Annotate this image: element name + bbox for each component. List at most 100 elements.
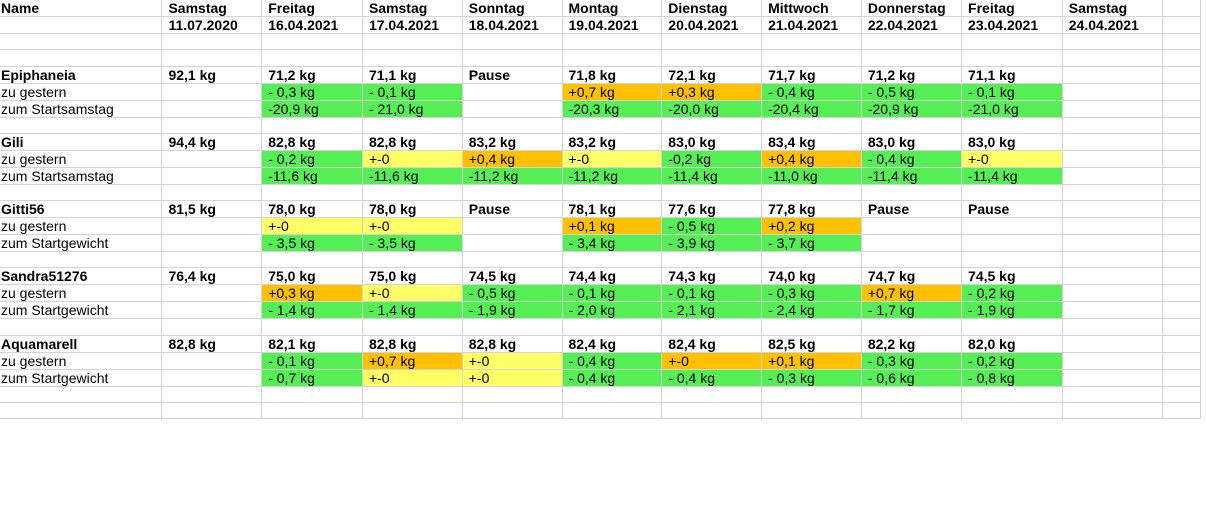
header-day[interactable]: Mittwoch	[761, 0, 862, 17]
diff-cell[interactable]	[161, 351, 263, 370]
header-day[interactable]: Freitag	[961, 0, 1063, 17]
weight-cell[interactable]: 75,0 kg	[261, 267, 363, 286]
diff-cell[interactable]: +0,1 kg	[561, 217, 663, 236]
header-date[interactable]: 16.04.2021	[261, 16, 363, 34]
empty-cell[interactable]	[661, 183, 763, 202]
total-label[interactable]: zum Startsamstag	[0, 99, 163, 118]
empty-cell[interactable]	[1061, 251, 1163, 269]
total-cell[interactable]: -20,9 kg	[261, 99, 363, 118]
total-cell[interactable]: -20,4 kg	[761, 99, 862, 118]
total-cell[interactable]: -11,6 kg	[261, 166, 363, 185]
empty-cell[interactable]	[361, 116, 463, 134]
empty-cell[interactable]	[661, 251, 763, 269]
diff-cell[interactable]: +0,3 kg	[661, 82, 763, 101]
header-date[interactable]: 17.04.2021	[361, 16, 463, 34]
empty-cell[interactable]	[461, 251, 563, 269]
empty-cell[interactable]	[961, 49, 1063, 67]
total-cell[interactable]: - 21,0 kg	[361, 99, 463, 118]
empty-cell[interactable]	[1061, 183, 1163, 202]
diff-cell[interactable]: - 0,4 kg	[761, 82, 862, 101]
participant-name[interactable]: Sandra51276	[0, 267, 163, 286]
diff-cell[interactable]	[1061, 149, 1163, 168]
diff-cell[interactable]: +-0	[261, 217, 363, 236]
empty-cell[interactable]	[161, 402, 263, 420]
total-cell[interactable]: -11,0 kg	[761, 166, 862, 185]
header-day[interactable]: Samstag	[161, 0, 263, 17]
diff-cell[interactable]: +0,1 kg	[761, 351, 862, 370]
diff-cell[interactable]: +0,3 kg	[261, 284, 363, 303]
empty-cell[interactable]	[261, 183, 363, 202]
empty-cell[interactable]	[0, 318, 163, 336]
diff-cell[interactable]: - 0,4 kg	[860, 149, 963, 168]
diff-cell[interactable]: - 0,1 kg	[961, 82, 1063, 101]
weight-cell[interactable]: 82,8 kg	[361, 132, 463, 151]
total-cell[interactable]: - 3,5 kg	[261, 234, 363, 253]
diff-cell[interactable]: - 0,3 kg	[261, 82, 363, 101]
diff-cell[interactable]	[461, 217, 563, 236]
empty-cell[interactable]	[761, 251, 862, 269]
total-cell[interactable]: +-0	[361, 368, 463, 387]
weight-cell[interactable]: 82,8 kg	[461, 334, 563, 353]
diff-cell[interactable]: +0,4 kg	[461, 149, 563, 168]
total-label[interactable]: zum Startgewicht	[0, 301, 163, 320]
participant-name[interactable]: Gitti56	[0, 200, 163, 219]
participant-name[interactable]: Aquamarell	[0, 334, 163, 353]
weight-cell[interactable]: 75,0 kg	[361, 267, 463, 286]
empty-cell[interactable]	[361, 183, 463, 202]
diff-cell[interactable]: - 0,2 kg	[261, 149, 363, 168]
empty-cell[interactable]	[1161, 368, 1202, 387]
diff-cell[interactable]	[161, 149, 263, 168]
weight-cell[interactable]: 74,3 kg	[661, 267, 763, 286]
empty-cell[interactable]	[361, 32, 463, 51]
weight-cell[interactable]: 74,5 kg	[461, 267, 563, 286]
empty-cell[interactable]	[1061, 116, 1163, 134]
empty-cell[interactable]	[161, 32, 263, 51]
header-day[interactable]: Samstag	[1061, 0, 1163, 17]
empty-cell[interactable]	[661, 49, 763, 67]
total-cell[interactable]: -11,2 kg	[461, 166, 563, 185]
weight-cell[interactable]: 82,8 kg	[161, 334, 263, 353]
empty-cell[interactable]	[261, 116, 363, 134]
total-cell[interactable]: - 0,7 kg	[261, 368, 363, 387]
empty-cell[interactable]	[0, 49, 163, 67]
total-cell[interactable]: - 0,3 kg	[761, 368, 862, 387]
diff-cell[interactable]: +0,4 kg	[761, 149, 862, 168]
empty-cell[interactable]	[1161, 166, 1202, 185]
empty-cell[interactable]	[461, 32, 563, 51]
empty-cell[interactable]	[561, 385, 663, 404]
total-cell[interactable]: -21,0 kg	[961, 99, 1063, 118]
empty-cell[interactable]	[561, 402, 663, 420]
empty-cell[interactable]	[1161, 385, 1202, 404]
total-cell[interactable]: +-0	[461, 368, 563, 387]
empty-cell[interactable]	[1161, 402, 1202, 420]
total-cell[interactable]: - 0,6 kg	[860, 368, 963, 387]
empty-cell[interactable]	[1061, 32, 1163, 51]
weight-cell[interactable]: 83,0 kg	[661, 132, 763, 151]
total-cell[interactable]	[161, 234, 263, 253]
empty-cell[interactable]	[461, 183, 563, 202]
total-cell[interactable]: - 3,4 kg	[561, 234, 663, 253]
weight-cell[interactable]: 83,2 kg	[561, 132, 663, 151]
total-cell[interactable]: - 0,8 kg	[961, 368, 1063, 387]
total-cell[interactable]: -11,4 kg	[961, 166, 1063, 185]
diff-cell[interactable]: +-0	[461, 351, 563, 370]
weight-cell[interactable]: 78,0 kg	[361, 200, 463, 219]
diff-cell[interactable]: - 0,2 kg	[961, 351, 1063, 370]
empty-cell[interactable]	[961, 318, 1063, 336]
header-date[interactable]: 11.07.2020	[161, 16, 263, 34]
empty-cell[interactable]	[761, 116, 862, 134]
diff-cell[interactable]	[1061, 217, 1163, 236]
empty-cell[interactable]	[761, 183, 862, 202]
diff-cell[interactable]	[1061, 284, 1163, 303]
weight-cell[interactable]: 82,4 kg	[561, 334, 663, 353]
empty-cell[interactable]	[661, 318, 763, 336]
total-cell[interactable]	[161, 368, 263, 387]
total-cell[interactable]: -20,9 kg	[860, 99, 963, 118]
weight-cell[interactable]: 74,5 kg	[961, 267, 1063, 286]
empty-cell[interactable]	[761, 32, 862, 51]
total-cell[interactable]: - 1,9 kg	[961, 301, 1063, 320]
total-cell[interactable]	[461, 99, 563, 118]
empty-cell[interactable]	[561, 251, 663, 269]
diff-cell[interactable]: - 0,1 kg	[261, 351, 363, 370]
weight-cell[interactable]: 82,8 kg	[261, 132, 363, 151]
